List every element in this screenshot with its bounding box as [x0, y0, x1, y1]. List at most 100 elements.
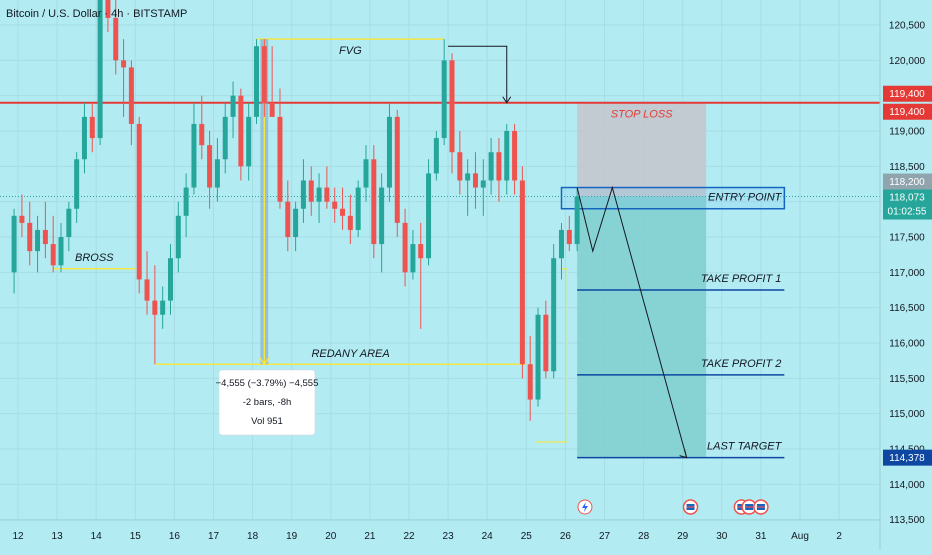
y-tick-label: 119,000	[889, 127, 925, 138]
x-tick-label: 19	[286, 531, 298, 542]
candle-body	[58, 237, 64, 266]
candle-body	[136, 123, 142, 280]
candle-body	[191, 123, 197, 188]
candle-body	[105, 0, 111, 18]
candle-body	[551, 258, 557, 372]
candle-body	[74, 159, 80, 209]
candle-body	[160, 300, 166, 315]
candle-body	[214, 159, 220, 188]
x-tick-label: 15	[130, 531, 142, 542]
candle-body	[238, 95, 244, 167]
x-tick-label: Aug	[791, 531, 809, 542]
candle-body	[480, 180, 486, 188]
candle-body	[472, 173, 478, 188]
x-tick-label: 16	[169, 531, 181, 542]
y-tick-label: 120,000	[889, 56, 926, 67]
x-tick-label: 31	[755, 531, 767, 542]
badge-countdown-text: 01:02:55	[888, 207, 927, 218]
candle-body	[332, 201, 338, 209]
x-tick-label: 18	[247, 531, 259, 542]
candle-body	[81, 116, 87, 160]
candle-body	[527, 364, 533, 400]
x-tick-label: 21	[364, 531, 376, 542]
y-tick-label: 115,500	[889, 374, 925, 385]
candle-body	[324, 187, 330, 202]
candle-body	[11, 215, 17, 273]
candle-body	[347, 215, 353, 230]
candle-body	[128, 67, 134, 124]
x-tick-label: 29	[677, 531, 689, 542]
projection-path	[576, 185, 688, 458]
overlays	[448, 45, 769, 515]
x-tick-label: 25	[521, 531, 533, 542]
measure-tooltip: −4,555 (−3.79%) −4,555 -2 bars, -8h Vol …	[216, 369, 318, 436]
badge-entry-top-text: 118,200	[889, 177, 925, 188]
candle-body	[566, 229, 572, 245]
candles	[11, 0, 580, 421]
candle-body	[261, 46, 267, 103]
fvg-arrow	[448, 45, 508, 103]
measure-tooltip-line3: Vol 951	[251, 416, 283, 427]
candle-body	[175, 215, 181, 259]
measure-arrowhead	[258, 356, 270, 366]
x-tick-label: 17	[208, 531, 220, 542]
x-tick-label: 23	[443, 531, 455, 542]
candle-body	[371, 159, 377, 245]
candle-body	[543, 314, 549, 372]
label-stop-loss: STOP LOSS	[611, 109, 673, 121]
projection-arrowhead	[679, 449, 688, 459]
x-tick-label: 26	[560, 531, 572, 542]
candle-body	[42, 229, 48, 245]
y-tick-label: 118,500	[889, 162, 925, 173]
candle-body	[285, 201, 291, 238]
y-tick-label: 116,500	[889, 303, 925, 314]
candle-body	[488, 152, 494, 181]
x-tick-label: 30	[716, 531, 728, 542]
candle-body	[410, 244, 416, 273]
candle-body	[121, 60, 127, 68]
yellow-bracket	[536, 268, 568, 443]
candle-body	[27, 222, 33, 252]
candle-body	[308, 180, 314, 202]
candle-body	[394, 116, 400, 223]
label-entry-point: ENTRY POINT	[708, 192, 783, 204]
candle-body	[496, 152, 502, 181]
x-tick-label: 20	[325, 531, 337, 542]
profit-zone	[577, 196, 707, 458]
price-badges: 119,400 119,400 118,200 118,073 01:02:55…	[883, 85, 932, 466]
x-tick-label: 14	[91, 531, 103, 542]
candle-body	[402, 222, 408, 273]
stop-loss-zone	[577, 102, 707, 197]
candle-body	[113, 17, 119, 61]
x-tick-label: 28	[638, 531, 650, 542]
candle-body	[519, 180, 525, 365]
candle-body	[574, 196, 580, 245]
y-tick-label: 117,500	[889, 233, 925, 244]
badge-stop-upper-text: 119,400	[889, 89, 925, 100]
candle-body	[386, 116, 392, 188]
badge-stop-upper	[883, 85, 932, 102]
candle-body	[269, 102, 275, 117]
label-last-target: LAST TARGET	[707, 441, 783, 453]
candle-body	[246, 116, 252, 167]
candle-body	[379, 187, 385, 245]
fvg-arrowhead	[502, 96, 512, 104]
badge-stop-lower-text: 119,400	[889, 107, 925, 118]
candle-body	[465, 173, 471, 181]
candle-body	[167, 258, 173, 301]
x-tick-label: 2	[836, 531, 842, 542]
y-tick-label: 120,500	[889, 21, 926, 32]
candle-body	[300, 180, 306, 209]
candle-body	[254, 46, 260, 117]
y-tick-label: 113,500	[889, 515, 925, 526]
candle-body	[504, 131, 510, 181]
candle-body	[222, 116, 228, 160]
label-bross: BROSS	[75, 252, 114, 264]
label-take-profit-2: TAKE PROFIT 2	[701, 358, 781, 370]
candle-body	[426, 173, 432, 259]
measure-tooltip-line2: -2 bars, -8h	[243, 397, 292, 408]
y-tick-label: 116,000	[889, 339, 925, 350]
candle-body	[66, 208, 72, 238]
y-tick-label: 115,000	[889, 409, 925, 420]
y-tick-label: 117,000	[889, 268, 925, 279]
